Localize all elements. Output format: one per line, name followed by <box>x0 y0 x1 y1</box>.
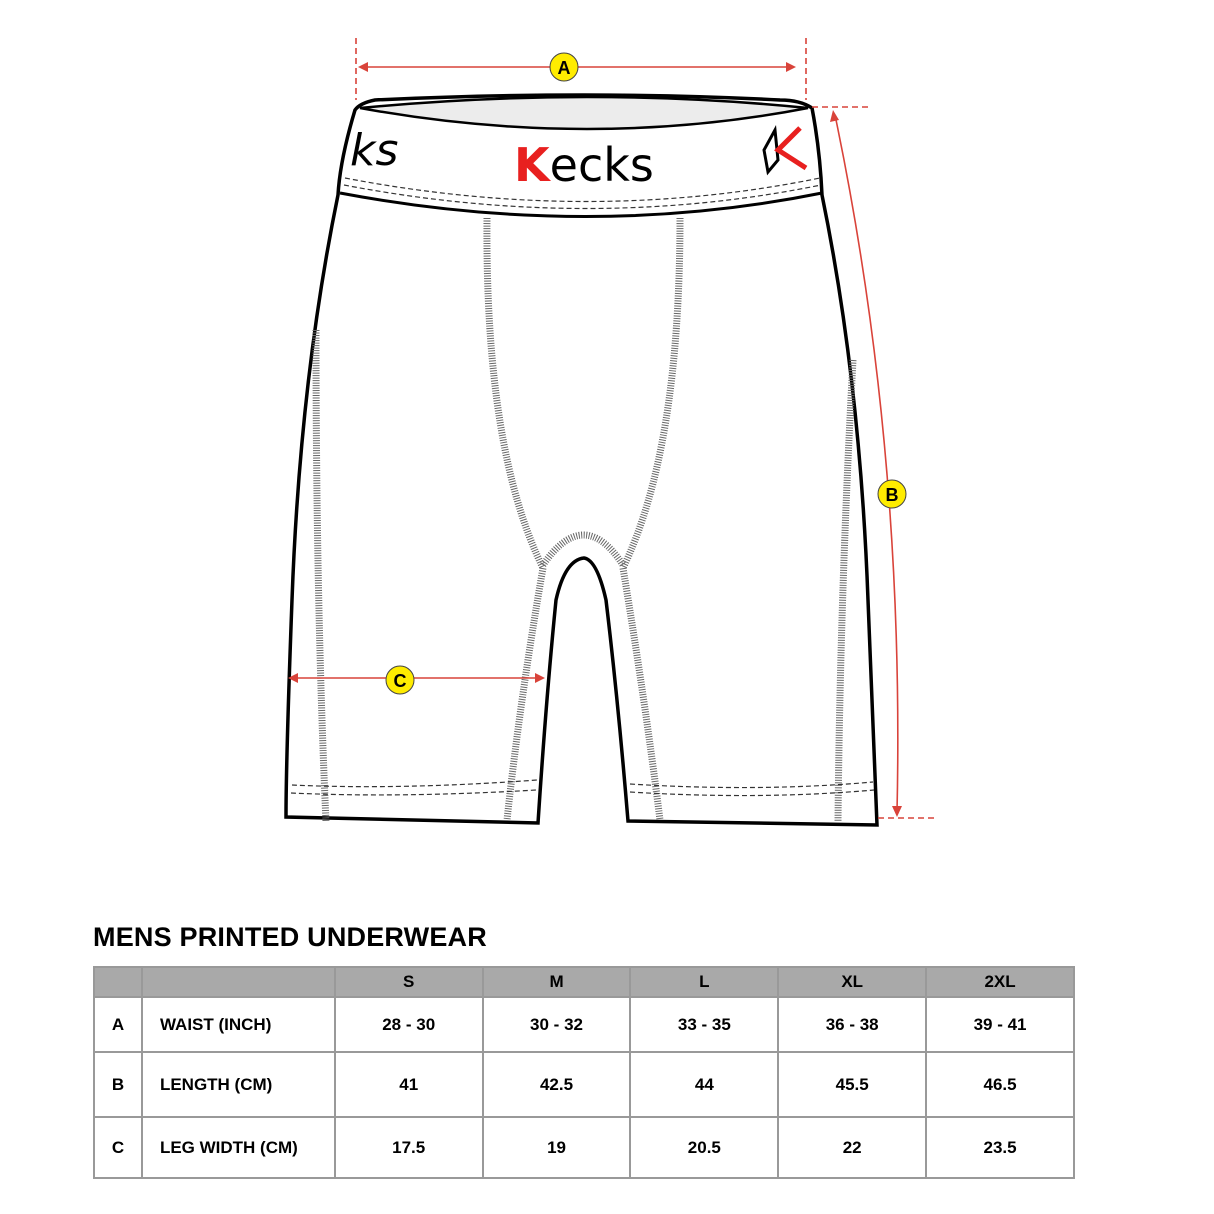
size-header: M <box>481 966 632 998</box>
size-chart-title: MENS PRINTED UNDERWEAR <box>93 922 487 952</box>
cell: 22 <box>777 1116 928 1179</box>
cell: 45.5 <box>777 1051 928 1118</box>
cell: 36 - 38 <box>777 996 928 1053</box>
brand-logo: Kecks <box>514 138 654 192</box>
brand-logo-partial-left: ks <box>350 125 398 176</box>
table-row: A WAIST (INCH) 28 - 30 30 - 32 33 - 35 3… <box>93 996 1075 1053</box>
svg-text:C: C <box>394 671 407 691</box>
table-header-row: S M L XL 2XL <box>93 966 1075 998</box>
cell: 23.5 <box>925 1116 1075 1179</box>
waistband-seam <box>339 191 823 218</box>
row-label: WAIST (INCH) <box>140 996 336 1053</box>
cell: 17.5 <box>333 1116 484 1179</box>
shorts-outline <box>284 93 879 827</box>
size-chart-table: S M L XL 2XL A WAIST (INCH) 28 - 30 30 -… <box>93 966 1075 1179</box>
size-header: 2XL <box>925 966 1075 998</box>
dimension-line-b <box>834 114 899 813</box>
cell: 39 - 41 <box>925 996 1075 1053</box>
cell: 28 - 30 <box>333 996 484 1053</box>
svg-text:A: A <box>558 58 571 78</box>
row-label: LENGTH (CM) <box>140 1051 336 1118</box>
size-header: S <box>333 966 484 998</box>
size-header: L <box>629 966 780 998</box>
row-label: LEG WIDTH (CM) <box>140 1116 336 1179</box>
row-key: A <box>93 996 143 1053</box>
cell: 19 <box>481 1116 632 1179</box>
size-header: XL <box>777 966 928 998</box>
cell: 33 - 35 <box>629 996 780 1053</box>
cell: 42.5 <box>481 1051 632 1118</box>
stitch-seams <box>312 217 857 823</box>
cell: 30 - 32 <box>481 996 632 1053</box>
marker-c: C <box>385 665 415 695</box>
brand-logo-partial-right <box>762 125 808 176</box>
shorts-diagram: ks A B C <box>284 38 938 827</box>
cell: 41 <box>333 1051 484 1118</box>
cell: 46.5 <box>925 1051 1075 1118</box>
svg-text:B: B <box>886 485 899 505</box>
cell: 44 <box>629 1051 780 1118</box>
marker-b: B <box>877 479 907 509</box>
table-row: B LENGTH (CM) 41 42.5 44 45.5 46.5 <box>93 1051 1075 1118</box>
row-key: B <box>93 1051 143 1118</box>
cell: 20.5 <box>629 1116 780 1179</box>
waistband-inner <box>359 95 809 131</box>
marker-a: A <box>549 52 579 82</box>
table-row: C LEG WIDTH (CM) 17.5 19 20.5 22 23.5 <box>93 1116 1075 1179</box>
row-key: C <box>93 1116 143 1179</box>
